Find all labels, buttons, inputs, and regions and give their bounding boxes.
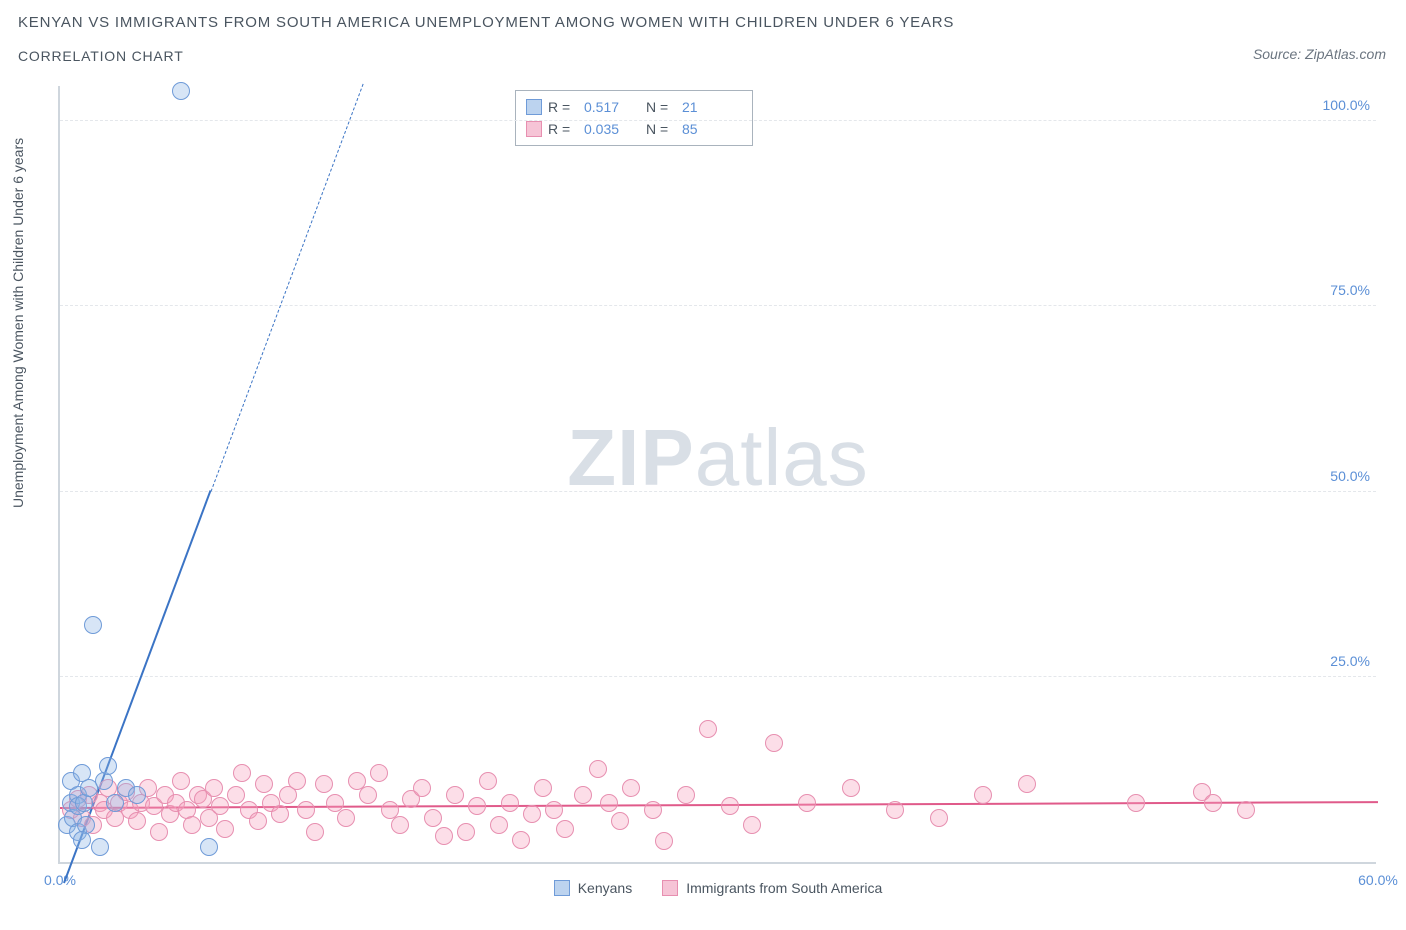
y-tick-label: 100.0% [1323, 97, 1370, 113]
scatter-point-pink [644, 801, 662, 819]
scatter-point-pink [545, 801, 563, 819]
scatter-point-pink [413, 779, 431, 797]
scatter-point-pink [1127, 794, 1145, 812]
scatter-point-pink [721, 797, 739, 815]
scatter-point-pink [255, 775, 273, 793]
scatter-point-pink [211, 797, 229, 815]
scatter-point-blue [106, 794, 124, 812]
scatter-point-pink [249, 812, 267, 830]
scatter-point-pink [974, 786, 992, 804]
legend-row: R =0.035N =85 [526, 118, 738, 140]
scatter-point-pink [446, 786, 464, 804]
scatter-point-blue [99, 757, 117, 775]
scatter-point-pink [574, 786, 592, 804]
scatter-point-pink [699, 720, 717, 738]
y-tick-label: 25.0% [1330, 653, 1370, 669]
legend-swatch [662, 880, 678, 896]
scatter-point-pink [677, 786, 695, 804]
gridline [60, 491, 1376, 492]
scatter-point-blue [200, 838, 218, 856]
legend-swatch [526, 99, 542, 115]
trend-line [211, 83, 364, 491]
scatter-point-pink [457, 823, 475, 841]
scatter-point-pink [297, 801, 315, 819]
scatter-point-pink [205, 779, 223, 797]
legend-label: Kenyans [578, 880, 632, 896]
scatter-point-pink [271, 805, 289, 823]
scatter-point-pink [227, 786, 245, 804]
scatter-point-pink [589, 760, 607, 778]
x-tick-label: 60.0% [1358, 872, 1398, 888]
plot-region: ZIPatlas R =0.517N =21R =0.035N =85 Keny… [58, 86, 1376, 864]
chart-area: Unemployment Among Women with Children U… [18, 78, 1388, 890]
gridline [60, 120, 1376, 121]
chart-subtitle: CORRELATION CHART [18, 48, 184, 64]
scatter-point-pink [534, 779, 552, 797]
x-tick-label: 0.0% [44, 872, 76, 888]
legend-swatch [526, 121, 542, 137]
y-axis-label: Unemployment Among Women with Children U… [10, 138, 26, 508]
scatter-point-pink [359, 786, 377, 804]
scatter-point-pink [501, 794, 519, 812]
scatter-point-pink [128, 812, 146, 830]
gridline [60, 676, 1376, 677]
scatter-point-pink [479, 772, 497, 790]
chart-title: KENYAN VS IMMIGRANTS FROM SOUTH AMERICA … [18, 14, 954, 31]
scatter-point-pink [842, 779, 860, 797]
legend-row: R =0.517N =21 [526, 96, 738, 118]
series-legend: Kenyans Immigrants from South America [60, 880, 1376, 896]
scatter-point-pink [150, 823, 168, 841]
scatter-point-pink [655, 832, 673, 850]
scatter-point-pink [172, 772, 190, 790]
scatter-point-pink [183, 816, 201, 834]
scatter-point-pink [370, 764, 388, 782]
source-attribution: Source: ZipAtlas.com [1253, 46, 1386, 62]
scatter-point-pink [306, 823, 324, 841]
scatter-point-pink [1237, 801, 1255, 819]
legend-item: Immigrants from South America [662, 880, 882, 896]
legend-swatch [554, 880, 570, 896]
scatter-point-pink [743, 816, 761, 834]
scatter-point-pink [600, 794, 618, 812]
scatter-point-pink [622, 779, 640, 797]
scatter-point-pink [337, 809, 355, 827]
scatter-point-pink [490, 816, 508, 834]
legend-item: Kenyans [554, 880, 632, 896]
scatter-point-pink [1204, 794, 1222, 812]
gridline [60, 305, 1376, 306]
scatter-point-pink [798, 794, 816, 812]
scatter-point-pink [930, 809, 948, 827]
scatter-point-pink [435, 827, 453, 845]
scatter-point-pink [765, 734, 783, 752]
scatter-point-pink [391, 816, 409, 834]
scatter-point-pink [611, 812, 629, 830]
y-tick-label: 50.0% [1330, 468, 1370, 484]
scatter-point-blue [73, 831, 91, 849]
scatter-point-blue [91, 838, 109, 856]
scatter-point-pink [288, 772, 306, 790]
legend-label: Immigrants from South America [686, 880, 882, 896]
y-tick-label: 75.0% [1330, 282, 1370, 298]
scatter-point-pink [556, 820, 574, 838]
scatter-point-pink [512, 831, 530, 849]
scatter-point-pink [216, 820, 234, 838]
correlation-legend: R =0.517N =21R =0.035N =85 [515, 90, 753, 146]
scatter-point-blue [84, 616, 102, 634]
scatter-point-pink [315, 775, 333, 793]
scatter-point-pink [886, 801, 904, 819]
scatter-point-pink [468, 797, 486, 815]
scatter-point-pink [1018, 775, 1036, 793]
scatter-point-pink [523, 805, 541, 823]
scatter-point-blue [172, 82, 190, 100]
scatter-point-pink [424, 809, 442, 827]
scatter-point-pink [233, 764, 251, 782]
scatter-point-blue [128, 786, 146, 804]
